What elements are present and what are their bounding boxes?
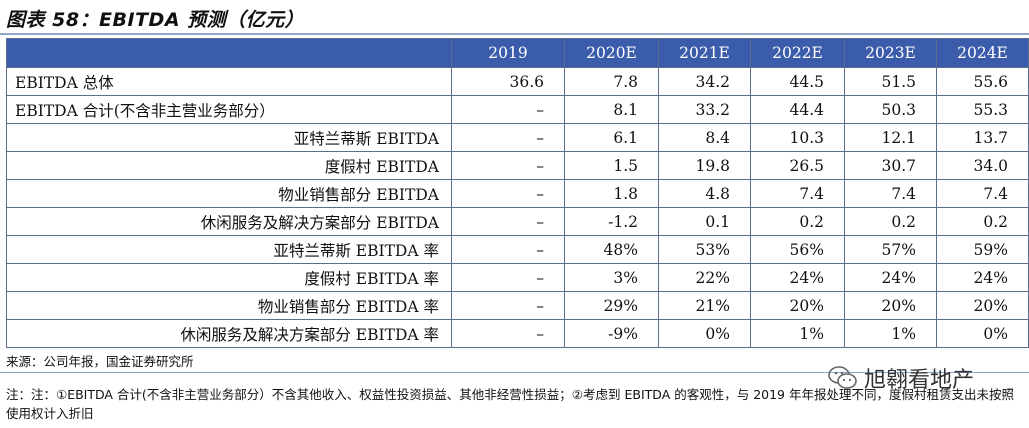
- value-cell: –: [451, 319, 565, 348]
- value-cell: 44.4: [750, 95, 845, 124]
- header-cell: 2022E: [750, 38, 845, 68]
- value-cell: 1%: [750, 319, 845, 348]
- value-cell: 53%: [658, 235, 751, 264]
- value-cell: –: [451, 151, 565, 180]
- value-cell: –: [451, 123, 565, 152]
- value-cell: 33.2: [658, 95, 751, 124]
- row-label: 度假村 EBITDA 率: [6, 263, 452, 292]
- value-cell: 48%: [564, 235, 659, 264]
- value-cell: -9%: [564, 319, 659, 348]
- table-row: EBITDA 合计(不含非主营业务部分） –8.1 33.2 44.4 50.3 55.3: [6, 95, 1029, 124]
- table-row: 度假村 EBITDA 率 –3% 22% 24% 24% 24%: [6, 263, 1029, 292]
- source-note: 来源：公司年报，国金证券研究所: [6, 354, 194, 369]
- value-cell: 6.1: [564, 123, 659, 152]
- value-cell: 59%: [936, 235, 1029, 264]
- value-cell: 0.2: [750, 207, 845, 236]
- header-cell: 2019: [451, 38, 565, 68]
- ebitda-table: 2019 2020E 2021E 2022E 2023E 2024E EBITD…: [6, 38, 1029, 348]
- value-cell: 30.7: [844, 151, 937, 180]
- footnote: 注：注：①EBITDA 合计(不含非主营业务部分）不含其他收入、权益性投资损益、…: [6, 387, 1014, 421]
- table-row: 亚特兰蒂斯 EBITDA 率 –48% 53% 56% 57% 59%: [6, 235, 1029, 264]
- watermark: 旭翱看地产: [828, 362, 974, 394]
- value-cell: 44.5: [750, 67, 845, 96]
- value-cell: 19.8: [658, 151, 751, 180]
- value-cell: 7.8: [564, 67, 659, 96]
- value-cell: 3%: [564, 263, 659, 292]
- value-cell: 29%: [564, 291, 659, 320]
- row-label: 休闲服务及解决方案部分 EBITDA: [6, 207, 452, 236]
- table-row: 物业销售部分 EBITDA –1.8 4.8 7.4 7.4 7.4: [6, 179, 1029, 208]
- header-cell: [6, 38, 452, 68]
- value-cell: 0.1: [658, 207, 751, 236]
- table-row: 物业销售部分 EBITDA 率 –29% 21% 20% 20% 20%: [6, 291, 1029, 320]
- value-cell: 8.4: [658, 123, 751, 152]
- value-cell: 57%: [844, 235, 937, 264]
- value-cell: 21%: [658, 291, 751, 320]
- value-cell: 24%: [750, 263, 845, 292]
- value-cell: 24%: [844, 263, 937, 292]
- value-cell: 0%: [936, 319, 1029, 348]
- value-cell: 0.2: [936, 207, 1029, 236]
- value-cell: 1.8: [564, 179, 659, 208]
- header-cell: 2020E: [564, 38, 659, 68]
- figure-title: 图表 58：EBITDA 预测（亿元）: [6, 9, 305, 31]
- value-cell: 13.7: [936, 123, 1029, 152]
- table-row: 亚特兰蒂斯 EBITDA –6.1 8.4 10.3 12.1 13.7: [6, 123, 1029, 152]
- value-cell: 20%: [844, 291, 937, 320]
- row-label: EBITDA 总体: [6, 67, 452, 96]
- row-label: EBITDA 合计(不含非主营业务部分）: [6, 95, 452, 124]
- table-row: 度假村 EBITDA –1.5 19.8 26.5 30.7 34.0: [6, 151, 1029, 180]
- value-cell: 7.4: [750, 179, 845, 208]
- table-row: 休闲服务及解决方案部分 EBITDA 率 – -9% 0% 1% 1% 0%: [6, 319, 1029, 348]
- value-cell: –: [451, 235, 565, 264]
- header-cell: 2023E: [844, 38, 937, 68]
- table-header-row: 2019 2020E 2021E 2022E 2023E 2024E: [6, 38, 1029, 68]
- value-cell: –: [451, 263, 565, 292]
- value-cell: –: [451, 179, 565, 208]
- header-cell: 2024E: [936, 38, 1029, 68]
- value-cell: –: [451, 95, 565, 124]
- value-cell: 55.6: [936, 67, 1029, 96]
- value-cell: 34.0: [936, 151, 1029, 180]
- note-divider: [0, 372, 1029, 373]
- row-label: 亚特兰蒂斯 EBITDA 率: [6, 235, 452, 264]
- value-cell: –: [451, 291, 565, 320]
- wechat-icon: [828, 365, 858, 391]
- value-cell: 7.4: [844, 179, 937, 208]
- value-cell: 24%: [936, 263, 1029, 292]
- row-label: 物业销售部分 EBITDA: [6, 179, 452, 208]
- value-cell: 8.1: [564, 95, 659, 124]
- value-cell: 34.2: [658, 67, 751, 96]
- value-cell: 56%: [750, 235, 845, 264]
- value-cell: 1.5: [564, 151, 659, 180]
- row-label: 休闲服务及解决方案部分 EBITDA 率: [6, 319, 452, 348]
- value-cell: 10.3: [750, 123, 845, 152]
- value-cell: 20%: [936, 291, 1029, 320]
- value-cell: 20%: [750, 291, 845, 320]
- value-cell: 1%: [844, 319, 937, 348]
- header-cell: 2021E: [658, 38, 751, 68]
- value-cell: 0%: [658, 319, 751, 348]
- row-label: 度假村 EBITDA: [6, 151, 452, 180]
- value-cell: -1.2: [564, 207, 659, 236]
- title-divider: [0, 33, 1029, 35]
- value-cell: 4.8: [658, 179, 751, 208]
- table-row: EBITDA 总体 36.6 7.8 34.2 44.5 51.5 55.6: [6, 67, 1029, 96]
- row-label: 亚特兰蒂斯 EBITDA: [6, 123, 452, 152]
- value-cell: 0.2: [844, 207, 937, 236]
- value-cell: 51.5: [844, 67, 937, 96]
- value-cell: 22%: [658, 263, 751, 292]
- value-cell: –: [451, 207, 565, 236]
- value-cell: 36.6: [451, 67, 565, 96]
- value-cell: 12.1: [844, 123, 937, 152]
- value-cell: 50.3: [844, 95, 937, 124]
- value-cell: 7.4: [936, 179, 1029, 208]
- table-row: 休闲服务及解决方案部分 EBITDA – -1.2 0.1 0.2 0.2 0.2: [6, 207, 1029, 236]
- watermark-text: 旭翱看地产: [864, 368, 975, 393]
- value-cell: 26.5: [750, 151, 845, 180]
- value-cell: 55.3: [936, 95, 1029, 124]
- row-label: 物业销售部分 EBITDA 率: [6, 291, 452, 320]
